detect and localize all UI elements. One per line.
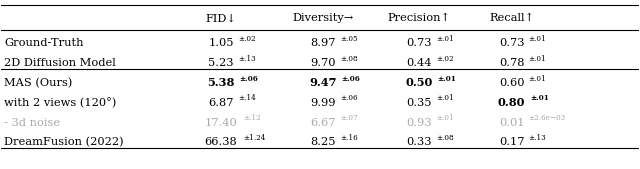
Text: 0.35: 0.35: [406, 98, 432, 108]
Text: 0.33: 0.33: [406, 137, 432, 147]
Text: Ground-Truth: Ground-Truth: [4, 38, 83, 49]
Text: 0.17: 0.17: [499, 137, 524, 147]
Text: 6.67: 6.67: [310, 118, 336, 128]
Text: 9.99: 9.99: [310, 98, 336, 108]
Text: ±.12: ±.12: [243, 114, 260, 122]
Text: 1.05: 1.05: [208, 38, 234, 49]
Text: MAS (Ours): MAS (Ours): [4, 78, 72, 88]
Text: 0.01: 0.01: [499, 118, 524, 128]
Text: ±.02: ±.02: [238, 35, 256, 43]
Text: 0.50: 0.50: [405, 78, 433, 89]
Text: ±.06: ±.06: [239, 75, 258, 83]
Text: 0.80: 0.80: [498, 97, 525, 108]
Text: Precision↑: Precision↑: [387, 13, 451, 23]
Text: 0.73: 0.73: [406, 38, 432, 49]
Text: ±.08: ±.08: [340, 55, 358, 63]
Text: FID↓: FID↓: [205, 13, 236, 23]
Text: ±.16: ±.16: [340, 134, 358, 142]
Text: Diversity→: Diversity→: [292, 13, 354, 23]
Text: ±.08: ±.08: [436, 134, 454, 142]
Text: 0.73: 0.73: [499, 38, 524, 49]
Text: ±.06: ±.06: [342, 75, 360, 83]
Text: ±.01: ±.01: [529, 55, 547, 63]
Text: 5.23: 5.23: [208, 58, 234, 68]
Text: ±.13: ±.13: [529, 134, 547, 142]
Text: 0.78: 0.78: [499, 58, 524, 68]
Text: ±2.6e−03: ±2.6e−03: [529, 114, 566, 122]
Text: ±.02: ±.02: [436, 55, 454, 63]
Text: ±1.24: ±1.24: [243, 134, 265, 142]
Text: ±.01: ±.01: [529, 75, 547, 83]
Text: 0.44: 0.44: [406, 58, 432, 68]
Text: with 2 views (120°): with 2 views (120°): [4, 98, 116, 108]
Text: 66.38: 66.38: [205, 137, 237, 147]
Text: ±.13: ±.13: [238, 55, 256, 63]
Text: Recall↑: Recall↑: [489, 13, 534, 23]
Text: 2D Diffusion Model: 2D Diffusion Model: [4, 58, 116, 68]
Text: - 3d noise: - 3d noise: [4, 118, 60, 128]
Text: ±.06: ±.06: [340, 94, 358, 102]
Text: ±.01: ±.01: [436, 94, 454, 102]
Text: DreamFusion (2022): DreamFusion (2022): [4, 137, 124, 148]
Text: 9.70: 9.70: [310, 58, 336, 68]
Text: 8.25: 8.25: [310, 137, 336, 147]
Text: 0.93: 0.93: [406, 118, 432, 128]
Text: ±.01: ±.01: [436, 114, 454, 122]
Text: ±.07: ±.07: [340, 114, 358, 122]
Text: 17.40: 17.40: [205, 118, 237, 128]
Text: ±.05: ±.05: [340, 35, 358, 43]
Text: 5.38: 5.38: [207, 78, 235, 89]
Text: 6.87: 6.87: [208, 98, 234, 108]
Text: 0.60: 0.60: [499, 78, 524, 88]
Text: ±.01: ±.01: [529, 35, 547, 43]
Text: ±.01: ±.01: [436, 35, 454, 43]
Text: 8.97: 8.97: [310, 38, 336, 49]
Text: ±.01: ±.01: [530, 94, 549, 102]
Text: ±.14: ±.14: [238, 94, 256, 102]
Text: ±.01: ±.01: [437, 75, 456, 83]
Text: 9.47: 9.47: [310, 78, 337, 89]
